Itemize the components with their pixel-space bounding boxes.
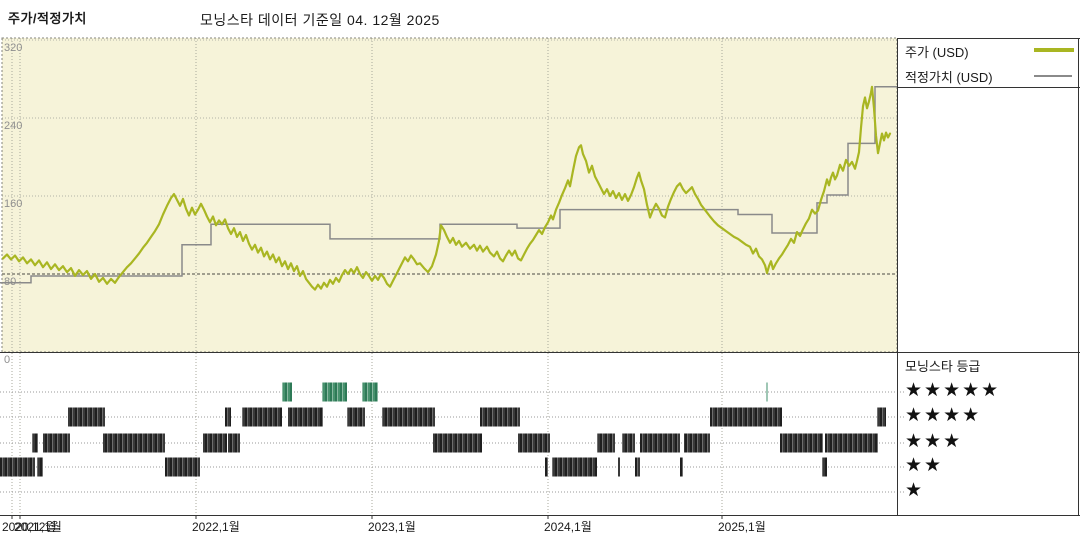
rating-bar-2-star (545, 457, 548, 477)
rating-bar-4-star (347, 407, 365, 427)
rating-bar-3-star (43, 433, 70, 453)
rating-bar-3-star (825, 433, 878, 453)
rating-bar-2-star (37, 457, 43, 477)
price-line (1, 85, 892, 291)
rating-bar-3-star (103, 433, 165, 453)
rating-bar-4-star (68, 407, 105, 427)
y-tick-160: 160 (4, 198, 23, 210)
rating-bar-2-star (680, 457, 683, 477)
rating-bar-4-star (877, 407, 886, 427)
x-tick-2020-12: 2020,12월 (2, 520, 57, 534)
x-tick-2023-01: 2023,1월 (368, 520, 416, 534)
fair-value-line-swatch (1034, 75, 1072, 77)
page-title: 주가/적정가치 (8, 11, 87, 26)
rating-bar-2-star (0, 457, 35, 477)
rating-bar-3-star (228, 433, 240, 453)
rating-bar-4-star (225, 407, 231, 427)
rating-row-5-stars: ★★★★★ (905, 380, 1001, 401)
y-tick-320: 320 (4, 42, 23, 54)
rating-bar-4-star (480, 407, 520, 427)
rating-bar-3-star (640, 433, 680, 453)
rating-bar-3-star (203, 433, 227, 453)
rating-bar-3-star (622, 433, 635, 453)
x-tick-2025-01: 2025,1월 (718, 520, 766, 534)
rating-bar-2-star (635, 457, 640, 477)
rating-bar-2-star (552, 457, 597, 477)
fair-value-line (0, 86, 897, 284)
y-tick-240: 240 (4, 120, 23, 132)
rating-row-3-stars: ★★★ (905, 431, 963, 452)
rating-bar-3-star (32, 433, 38, 453)
rating-bar-2-star (618, 457, 620, 477)
x-tick-2022-01: 2022,1월 (192, 520, 240, 534)
rating-bar-3-star (597, 433, 615, 453)
legend-price-label: 주가 (USD) (905, 45, 969, 60)
price-line-swatch (1034, 48, 1074, 52)
rating-row-1-star: ★ (905, 480, 925, 501)
rating-bar-4-star (242, 407, 282, 427)
rating-bar-3-star (684, 433, 710, 453)
rating-bar-5-star (282, 382, 292, 402)
rating-legend-title: 모닝스타 등급 (905, 359, 981, 374)
x-tick-2021-01: 2021,1월 (14, 520, 62, 534)
rating-bar-3-star (518, 433, 550, 453)
rating-bar-2-star (822, 457, 827, 477)
rating-row-4-stars: ★★★★ (905, 405, 982, 426)
rating-row-2-stars: ★★ (905, 455, 944, 476)
y-tick-0: 0 (4, 354, 11, 366)
rating-bar-3-star (433, 433, 482, 453)
rating-thin-mark-5-star (766, 382, 768, 402)
rating-bar-4-star (382, 407, 435, 427)
rating-bar-4-star (710, 407, 782, 427)
plot-background (2, 38, 897, 352)
x-tick-2024-01: 2024,1월 (544, 520, 592, 534)
rating-bar-5-star (362, 382, 378, 402)
rating-bar-5-star (322, 382, 347, 402)
data-as-of-subtitle: 모닝스타 데이터 기준일 04. 12월 2025 (200, 12, 440, 28)
rating-bar-3-star (780, 433, 823, 453)
rating-bar-2-star (165, 457, 200, 477)
rating-bar-4-star (288, 407, 323, 427)
y-tick-80: 80 (4, 276, 17, 288)
legend-fair-value-label: 적정가치 (USD) (905, 70, 993, 85)
